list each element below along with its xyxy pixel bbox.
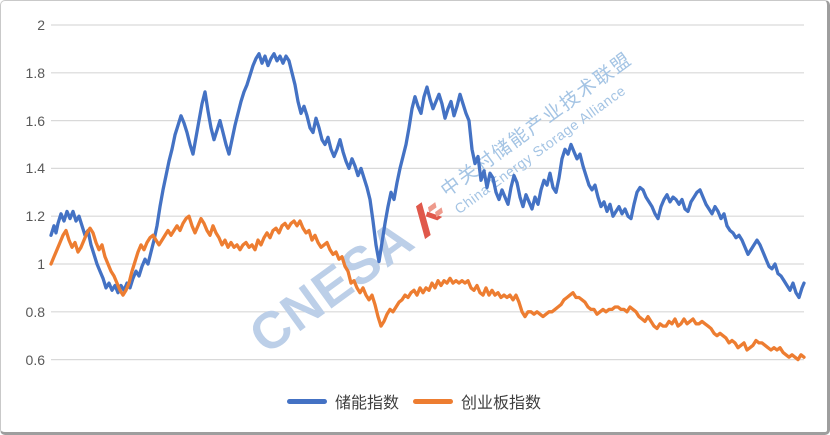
legend-label: 储能指数 <box>334 395 399 412</box>
y-axis: 2 1.8 1.6 1.4 1.2 1 0.8 0.6 <box>1 1 47 432</box>
y-axis-tick-label: 0.8 <box>25 303 45 320</box>
series-line-chinext-index <box>49 214 806 362</box>
y-axis-tick-label: 1 <box>37 256 45 272</box>
legend: 储能指数 创业板指数 <box>1 390 827 412</box>
y-axis-tick-label: 1.2 <box>25 208 45 225</box>
series-line-energy-storage-index <box>49 52 806 300</box>
y-axis-tick-label: 0.6 <box>25 351 45 368</box>
legend-label: 创业板指数 <box>461 395 542 412</box>
legend-item: 储能指数 <box>286 389 399 413</box>
y-axis-tick-label: 2 <box>37 17 45 33</box>
legend-swatch <box>286 398 327 404</box>
legend-swatch <box>413 398 453 404</box>
legend-item: 创业板指数 <box>413 389 541 413</box>
y-axis-tick-label: 1.6 <box>25 112 45 129</box>
y-axis-tick-label: 1.4 <box>25 160 45 177</box>
y-axis-tick-label: 1.8 <box>25 64 45 81</box>
